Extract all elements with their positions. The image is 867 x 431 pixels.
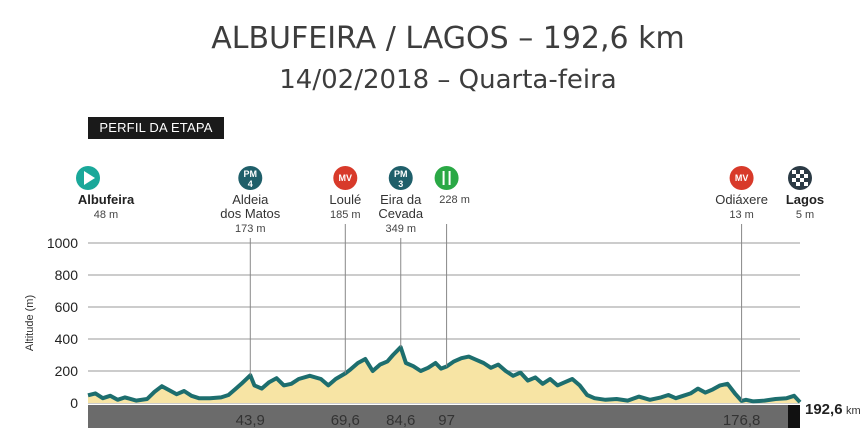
y-tick-label: 0 bbox=[70, 395, 78, 411]
intermediate-sprint-badge bbox=[729, 166, 754, 190]
checker-square bbox=[792, 178, 796, 182]
y-tick-label: 400 bbox=[55, 331, 79, 347]
total-distance-value: 192,6 bbox=[805, 401, 843, 418]
total-distance: 192,6 km bbox=[805, 401, 861, 418]
waypoint-name: Lagos bbox=[786, 192, 824, 207]
y-axis-label: Altitude (m) bbox=[24, 295, 36, 351]
y-tick-label: 600 bbox=[55, 299, 79, 315]
y-axis-ticks: 0 200 400 600 800 1000 bbox=[47, 235, 78, 411]
waypoint-icon-number: 3 bbox=[398, 179, 403, 189]
distance-mark-label: 69,6 bbox=[331, 412, 360, 429]
checker-square bbox=[804, 182, 808, 186]
distance-mark-label: 43,9 bbox=[236, 412, 265, 429]
distance-mark-label: 84,6 bbox=[386, 412, 415, 429]
waypoint-name: Eira da bbox=[380, 192, 422, 207]
waypoint: Albufeira 48 m bbox=[76, 166, 135, 221]
stage-title: ALBUFEIRA / LAGOS – 192,6 km bbox=[211, 21, 685, 56]
y-tick-label: 1000 bbox=[47, 235, 78, 251]
waypoint-altitude: 228 m bbox=[439, 194, 470, 206]
mountain-prize-icon: PM3 bbox=[388, 166, 413, 190]
checker-square bbox=[792, 170, 796, 174]
elevation-line bbox=[87, 345, 802, 404]
stage-date: 14/02/2018 – Quarta-feira bbox=[279, 65, 616, 95]
checker-square bbox=[804, 174, 808, 178]
checker-square bbox=[800, 178, 804, 182]
checker-square bbox=[796, 182, 800, 186]
waypoint-altitude: 5 m bbox=[796, 209, 814, 221]
distance-marks: 43,9 69,6 84,6 97 176,8 bbox=[236, 412, 761, 429]
waypoint-name-line2: dos Matos bbox=[220, 206, 280, 221]
mountain-prize-badge bbox=[388, 166, 413, 190]
feed-zone-icon bbox=[434, 166, 459, 190]
start-flag-icon bbox=[76, 166, 100, 190]
profile-tag: PERFIL DA ETAPA bbox=[88, 117, 224, 139]
waypoint: MV Loulé 185 m bbox=[329, 166, 361, 374]
y-tick-label: 800 bbox=[55, 267, 79, 283]
waypoint: 228 m bbox=[434, 166, 470, 367]
waypoint-name: Odiáxere bbox=[715, 192, 768, 207]
waypoint-altitude: 13 m bbox=[729, 209, 753, 221]
waypoint-altitude: 48 m bbox=[94, 209, 118, 221]
waypoint-name: Loulé bbox=[329, 192, 361, 207]
waypoint-icon-text: PM bbox=[394, 169, 408, 179]
play-triangle bbox=[84, 171, 95, 185]
finish-bar bbox=[788, 405, 800, 428]
waypoint-icon-number: 4 bbox=[248, 179, 253, 189]
waypoint-name: Albufeira bbox=[78, 192, 135, 207]
checker-square bbox=[800, 170, 804, 174]
intermediate-sprint-icon: MV bbox=[333, 166, 358, 190]
waypoint-icon-text: MV bbox=[339, 173, 353, 183]
checker-square bbox=[796, 174, 800, 178]
mountain-prize-badge bbox=[238, 166, 263, 190]
waypoint: MV Odiáxere 13 m bbox=[715, 166, 768, 401]
intermediate-sprint-icon: MV bbox=[729, 166, 754, 190]
feed-zone-badge bbox=[434, 166, 459, 190]
distance-band bbox=[88, 405, 788, 428]
waypoint-altitude: 173 m bbox=[235, 223, 266, 235]
waypoint: Lagos 5 m bbox=[786, 166, 824, 221]
total-distance-unit: km bbox=[846, 405, 861, 417]
waypoint-altitude: 185 m bbox=[330, 209, 361, 221]
mountain-prize-icon: PM4 bbox=[238, 166, 263, 190]
waypoint-icon-text: PM bbox=[244, 169, 258, 179]
waypoint-name: Aldeia bbox=[232, 192, 269, 207]
distance-mark-label: 176,8 bbox=[723, 412, 761, 429]
finish-flag-icon bbox=[788, 166, 812, 190]
intermediate-sprint-badge bbox=[333, 166, 358, 190]
y-tick-label: 200 bbox=[55, 363, 79, 379]
waypoint-icon-text: MV bbox=[735, 173, 749, 183]
waypoint-altitude: 349 m bbox=[385, 223, 416, 235]
distance-mark-label: 97 bbox=[438, 412, 455, 429]
waypoint-name-line2: Cevada bbox=[378, 206, 424, 221]
elevation-area bbox=[88, 347, 800, 403]
